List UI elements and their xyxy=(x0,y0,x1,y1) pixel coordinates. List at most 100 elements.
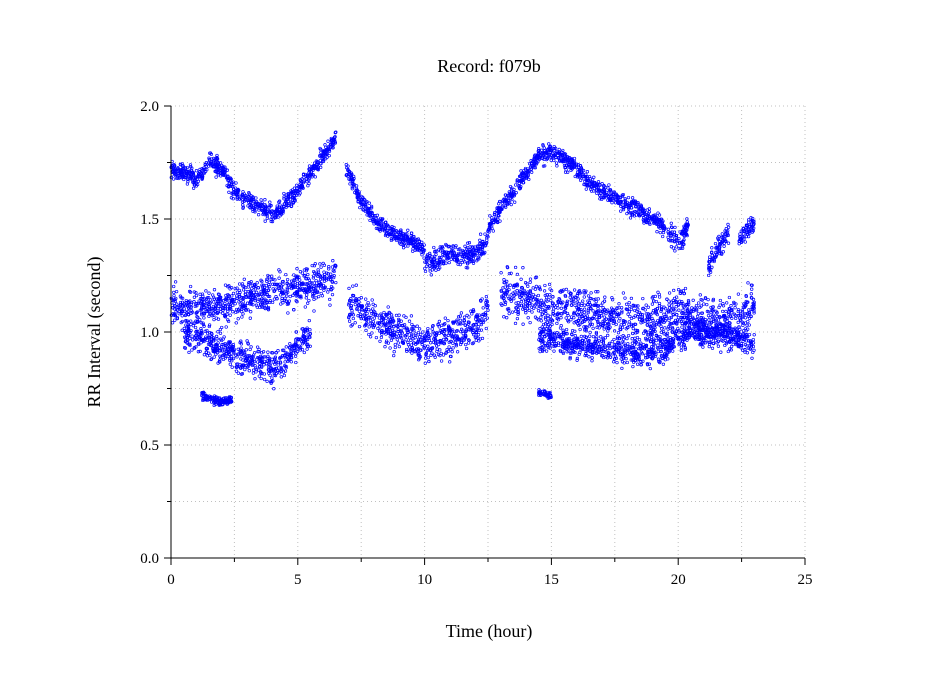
data-point xyxy=(405,349,409,353)
data-point xyxy=(655,230,659,234)
data-point xyxy=(178,294,183,298)
data-point xyxy=(459,311,464,315)
data-point xyxy=(441,341,445,345)
data-point xyxy=(205,328,209,333)
data-point xyxy=(312,269,316,274)
data-point xyxy=(200,303,204,307)
data-point xyxy=(172,284,176,289)
data-point xyxy=(284,205,288,210)
data-point xyxy=(589,291,593,295)
data-point xyxy=(619,209,623,213)
data-point xyxy=(282,195,286,199)
data-point xyxy=(312,291,317,296)
data-point xyxy=(184,319,188,323)
data-point xyxy=(215,301,219,306)
data-point xyxy=(251,303,255,307)
data-point xyxy=(281,288,285,292)
data-point xyxy=(259,376,263,381)
data-point xyxy=(383,227,388,231)
data-point xyxy=(720,232,724,236)
data-point xyxy=(347,172,351,176)
data-point xyxy=(264,283,269,288)
data-point xyxy=(595,191,599,195)
data-point xyxy=(243,285,248,290)
data-point xyxy=(480,314,484,319)
data-point xyxy=(235,355,239,359)
data-point xyxy=(253,377,257,381)
data-point xyxy=(306,272,310,277)
data-point xyxy=(303,337,307,341)
data-point xyxy=(523,308,528,313)
data-point xyxy=(551,295,555,299)
data-point xyxy=(594,330,599,335)
data-point xyxy=(184,300,188,305)
data-point xyxy=(190,338,195,342)
data-point xyxy=(450,350,454,354)
data-point xyxy=(244,356,248,361)
data-point xyxy=(409,338,413,342)
data-point xyxy=(223,306,227,311)
data-point xyxy=(284,299,289,304)
data-point xyxy=(648,329,652,333)
data-point xyxy=(404,244,408,248)
data-point xyxy=(603,295,607,299)
data-point xyxy=(225,168,229,172)
data-point xyxy=(267,288,271,292)
data-point xyxy=(366,211,370,215)
data-point xyxy=(457,322,462,326)
data-point xyxy=(186,333,190,338)
data-point xyxy=(231,192,235,197)
data-point xyxy=(356,314,360,318)
data-point xyxy=(647,210,652,214)
data-point xyxy=(224,176,229,180)
data-point xyxy=(263,292,267,296)
data-point xyxy=(675,241,680,246)
data-point xyxy=(199,330,203,335)
data-point xyxy=(254,367,258,372)
data-point xyxy=(305,173,309,178)
data-point xyxy=(669,245,674,249)
data-point xyxy=(322,288,326,292)
data-point xyxy=(259,198,263,202)
data-point xyxy=(204,289,208,293)
data-point xyxy=(234,307,239,312)
data-point xyxy=(429,333,433,337)
data-point xyxy=(524,294,528,298)
data-point xyxy=(633,205,638,209)
data-point xyxy=(698,305,702,309)
data-point xyxy=(614,314,619,319)
data-point xyxy=(259,278,263,282)
data-point xyxy=(379,314,384,318)
data-point xyxy=(410,351,414,355)
data-point xyxy=(200,299,204,304)
data-point xyxy=(449,339,453,344)
data-point xyxy=(321,274,325,278)
data-point xyxy=(446,256,450,260)
data-point xyxy=(293,280,297,285)
data-point xyxy=(706,313,711,318)
data-point xyxy=(474,335,478,339)
data-point xyxy=(208,298,213,302)
data-point xyxy=(291,293,295,297)
data-point xyxy=(633,304,637,308)
data-point xyxy=(554,161,559,165)
data-point xyxy=(227,295,232,299)
data-point xyxy=(462,319,467,323)
data-point xyxy=(578,169,582,174)
data-point xyxy=(479,328,484,332)
data-point xyxy=(506,201,511,205)
data-point xyxy=(186,179,190,184)
data-point xyxy=(466,241,470,245)
data-point xyxy=(577,316,582,320)
data-point xyxy=(438,245,442,249)
data-point xyxy=(219,338,224,343)
data-point xyxy=(713,241,718,246)
data-point xyxy=(377,218,381,222)
data-point xyxy=(207,158,212,162)
data-point xyxy=(656,222,660,226)
data-point xyxy=(287,299,292,303)
data-point xyxy=(441,328,445,332)
data-point xyxy=(698,293,702,297)
data-point xyxy=(227,340,231,344)
data-point xyxy=(295,267,299,271)
